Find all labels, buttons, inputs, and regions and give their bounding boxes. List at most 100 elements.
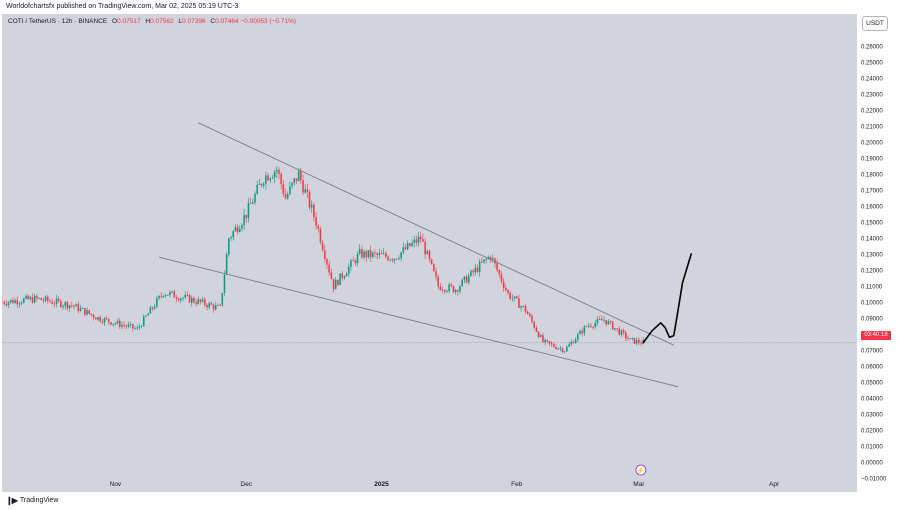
candle-body	[387, 256, 389, 261]
candle-body	[310, 204, 313, 208]
candle-body	[225, 254, 228, 275]
time-axis-label: 2025	[374, 481, 389, 488]
candle-body	[16, 300, 19, 305]
candle-body	[3, 302, 5, 304]
price-axis-tick: 0.03000	[861, 412, 883, 418]
candle-body	[116, 320, 119, 324]
candle-body	[598, 318, 601, 320]
symbol-label[interactable]: COTI / TetherUS · 12h · BINANCE	[8, 18, 108, 25]
price-axis-svg: 0.26000 0.25000 0.24000 0.23000 0.22000 0.210…	[861, 44, 887, 482]
candle-body	[496, 263, 498, 270]
candle-body	[171, 291, 173, 293]
candle-body	[238, 228, 241, 232]
projection-path[interactable]	[642, 253, 692, 344]
candle-body	[236, 227, 239, 232]
candle-body	[60, 300, 62, 307]
candle-body	[180, 298, 182, 301]
candle-body	[533, 321, 535, 328]
candle-body	[291, 182, 293, 187]
price-axis[interactable]: 0.26000 0.25000 0.24000 0.23000 0.22000 0.210…	[858, 14, 900, 492]
candle-body	[625, 332, 627, 339]
candle-body	[430, 259, 433, 264]
candle-body	[332, 278, 335, 290]
currency-button[interactable]: USDT	[862, 16, 888, 31]
candle-body	[465, 276, 468, 283]
price-axis-tick: 0.09000	[861, 316, 883, 322]
candle-body	[413, 239, 415, 243]
candles	[1, 166, 645, 354]
tradingview-logo[interactable]: ❙▶ TradingView	[6, 496, 58, 505]
candle-body	[352, 260, 354, 262]
candle-body	[132, 324, 134, 329]
candle-body	[149, 307, 152, 314]
candle-body	[511, 298, 514, 300]
symbol-legend: COTI / TetherUS · 12h · BINANCE O0.07517…	[8, 18, 296, 25]
time-axis-bar[interactable]	[0, 492, 900, 510]
candle-body	[284, 194, 287, 199]
chart-svg[interactable]: Nov Dec 2025 Feb Mar Apr ⚡	[1, 14, 857, 492]
candle-body	[321, 242, 324, 251]
candle-body	[147, 313, 149, 316]
candle-body	[258, 183, 261, 185]
candle-body	[138, 326, 141, 328]
candle-body	[579, 330, 581, 335]
candle-body	[44, 296, 47, 301]
upper-trendline[interactable]	[198, 122, 674, 346]
candle-body	[485, 258, 487, 260]
candle-body	[328, 264, 330, 273]
candle-body	[450, 284, 453, 287]
candle-body	[563, 351, 566, 353]
candle-body	[629, 338, 631, 340]
candle-body	[396, 258, 398, 260]
price-axis-tick: 0.04000	[861, 396, 883, 402]
candle-body	[614, 328, 616, 330]
price-axis-tick: 0.00000	[861, 460, 883, 466]
candle-body	[494, 258, 496, 264]
price-axis-tick: 0.26000	[861, 44, 883, 50]
candle-body	[348, 266, 350, 274]
candle-body	[103, 318, 106, 323]
candle-body	[568, 344, 570, 347]
events-marker-icon[interactable]: ⚡	[635, 464, 647, 476]
candle-body	[5, 303, 8, 305]
candle-body	[522, 306, 525, 307]
candle-body	[415, 239, 418, 243]
candle-body	[125, 325, 128, 327]
chart-pane[interactable]: Nov Dec 2025 Feb Mar Apr ⚡	[1, 14, 857, 492]
candle-body	[491, 258, 494, 260]
candle-body	[404, 247, 407, 250]
candle-body	[177, 298, 180, 301]
candle-body	[223, 274, 226, 293]
price-axis-tick: 0.19000	[861, 156, 883, 162]
candle-body	[313, 204, 315, 218]
candle-body	[367, 250, 370, 258]
candle-body	[64, 302, 67, 306]
candle-body	[245, 214, 248, 219]
candle-body	[293, 178, 296, 183]
candle-body	[369, 250, 372, 257]
low-label: L	[178, 18, 183, 25]
candle-body	[452, 286, 455, 293]
candle-body	[156, 298, 158, 307]
candle-body	[186, 294, 189, 296]
candle-body	[498, 269, 501, 275]
candle-body	[208, 303, 210, 308]
candle-body	[605, 319, 607, 325]
tradingview-brand: TradingView	[19, 497, 59, 504]
candle-body	[330, 272, 333, 279]
candle-body	[363, 251, 365, 258]
candle-body	[601, 319, 603, 321]
candle-body	[12, 299, 14, 304]
candle-body	[302, 180, 304, 193]
candle-body	[544, 339, 546, 343]
candle-body	[422, 239, 424, 242]
candle-body	[27, 295, 29, 300]
time-axis-label: Mar	[633, 481, 645, 488]
lower-trendline[interactable]	[158, 256, 679, 388]
candle-body	[557, 348, 559, 350]
candle-body	[201, 299, 204, 302]
candle-body	[193, 298, 195, 303]
candle-body	[409, 243, 411, 247]
candle-body	[20, 302, 23, 304]
candle-body	[282, 184, 285, 195]
